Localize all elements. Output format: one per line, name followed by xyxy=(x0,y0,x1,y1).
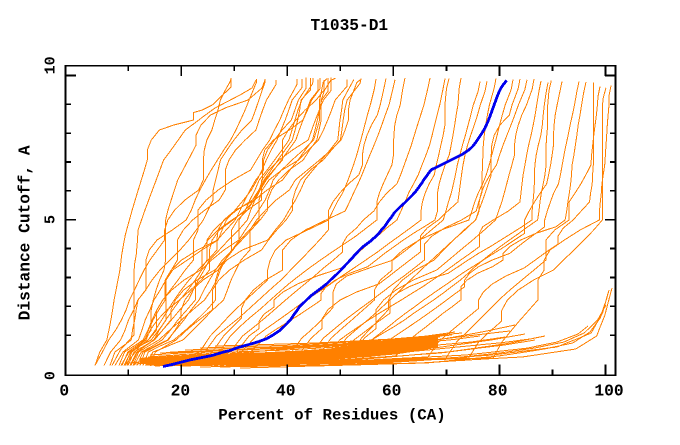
svg-text:60: 60 xyxy=(382,382,402,401)
svg-text:Percent of Residues (CA): Percent of Residues (CA) xyxy=(218,407,446,425)
svg-text:20: 20 xyxy=(171,382,191,401)
svg-text:T1035-D1: T1035-D1 xyxy=(310,17,388,35)
svg-text:80: 80 xyxy=(488,382,508,401)
svg-text:40: 40 xyxy=(276,382,296,401)
svg-text:5: 5 xyxy=(43,215,60,224)
svg-text:100: 100 xyxy=(594,382,623,401)
svg-text:0: 0 xyxy=(43,371,60,380)
svg-text:10: 10 xyxy=(43,56,60,74)
svg-text:0: 0 xyxy=(59,382,69,401)
svg-text:Distance Cutoff, A: Distance Cutoff, A xyxy=(17,145,35,320)
